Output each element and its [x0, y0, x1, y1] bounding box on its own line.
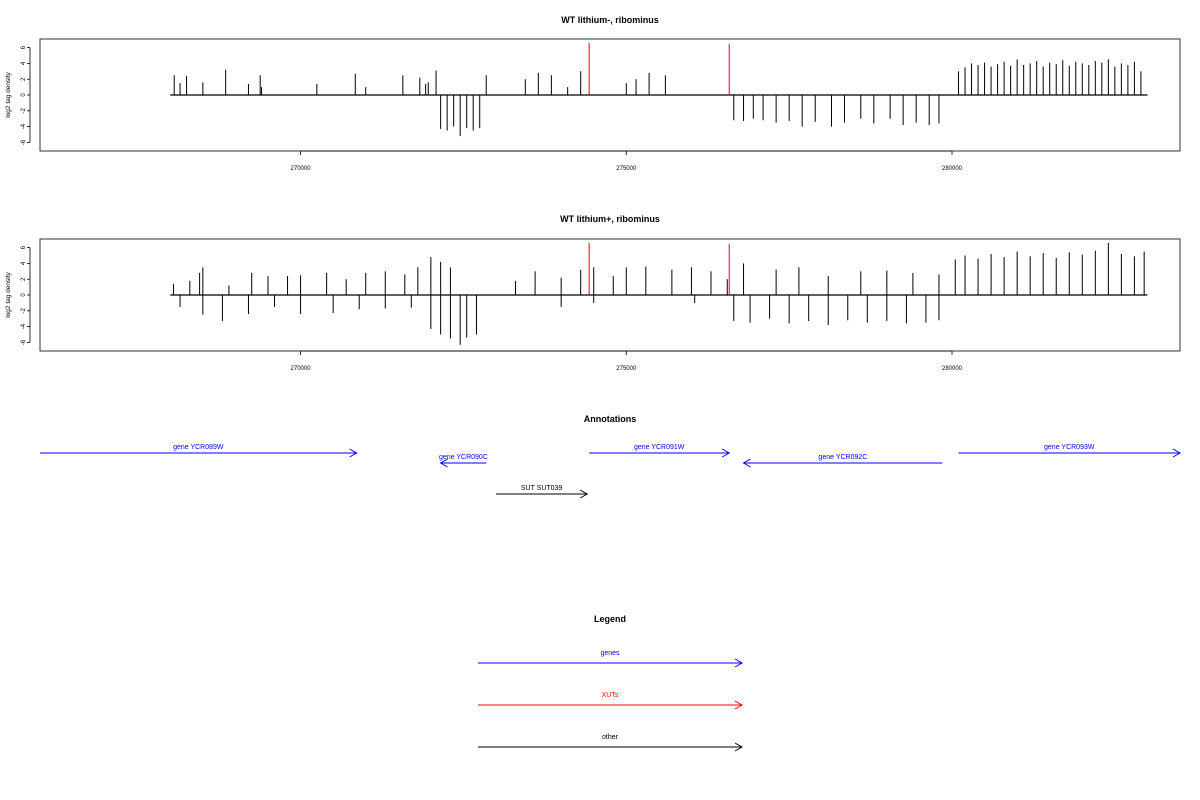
chart-panel-lithium-minus: WT lithium-, ribominus -6 -4 -2 0 2 4 6 270000… — [5, 15, 1181, 172]
arrow-head — [1172, 448, 1182, 458]
y-tick-label: 4 — [21, 61, 27, 65]
feature-arrow: gene YCR091W — [589, 444, 731, 458]
y-tick-label: -4 — [21, 323, 27, 329]
density-bars — [170, 242, 1148, 345]
legend-label: genes — [600, 650, 620, 657]
arrow-head — [742, 458, 751, 468]
feature-label: gene YCR089W — [173, 444, 224, 451]
y-tick-label: 4 — [21, 261, 27, 265]
x-tick-label: 270000 — [291, 166, 312, 172]
y-tick-label: -6 — [21, 139, 27, 145]
legend-label: other — [602, 734, 619, 741]
legend-items: genes XUTs other — [478, 650, 744, 752]
density-bars — [170, 42, 1148, 137]
legend-item: genes — [478, 650, 744, 668]
y-tick-label: -2 — [21, 107, 27, 113]
feature-arrows: gene YCR089W gene YCR090C gene YCR091W gene… — [40, 444, 1182, 499]
feature-label: gene YCR092C — [818, 454, 867, 461]
y-tick-label: -6 — [21, 339, 27, 345]
y-axis: -6 -4 -2 0 2 4 6 — [21, 45, 31, 145]
feature-arrow: gene YCR092C — [742, 454, 943, 468]
chart-title: WT lithium-, ribominus — [561, 15, 659, 25]
x-tick-label: 275000 — [616, 366, 637, 372]
x-axis: 270000 275000 280000 — [291, 350, 963, 372]
x-tick-label: 280000 — [942, 366, 963, 372]
y-tick-label: 0 — [21, 293, 27, 297]
feature-label: gene YCR093W — [1044, 444, 1095, 451]
x-tick-label: 270000 — [291, 366, 312, 372]
arrow-head — [439, 458, 448, 468]
arrow-head — [349, 448, 358, 458]
legend-item: XUTs — [478, 692, 744, 710]
y-tick-label: 6 — [21, 245, 27, 249]
legend-title: Legend — [594, 614, 626, 624]
arrow-head — [721, 448, 731, 458]
feature-label: SUT SUT039 — [521, 485, 563, 492]
y-axis-label: log2 tag density — [5, 271, 12, 317]
legend-item: other — [478, 734, 744, 752]
y-axis-label: log2 tag density — [5, 71, 12, 117]
x-tick-label: 275000 — [616, 166, 637, 172]
chart-panel-lithium-plus: WT lithium+, ribominus -6 -4 -2 0 2 4 6 270000… — [5, 214, 1181, 372]
feature-arrow: gene YCR093W — [958, 444, 1182, 458]
x-axis: 270000 275000 280000 — [291, 150, 963, 172]
feature-label: gene YCR091W — [634, 444, 685, 451]
annotations-title: Annotations — [584, 414, 637, 424]
y-axis: -6 -4 -2 0 2 4 6 — [21, 245, 31, 345]
y-tick-label: -2 — [21, 307, 27, 313]
arrow-head — [579, 489, 589, 499]
feature-arrow: gene YCR090C — [439, 454, 488, 468]
arrow-head — [734, 700, 744, 710]
arrow-head — [734, 742, 744, 752]
feature-arrow: SUT SUT039 — [496, 485, 589, 499]
x-tick-label: 280000 — [942, 166, 963, 172]
legend: Legend genes XUTs other — [478, 614, 744, 752]
y-tick-label: -4 — [21, 123, 27, 129]
legend-label: XUTs — [602, 692, 619, 699]
arrow-head — [734, 658, 744, 668]
feature-arrow: gene YCR089W — [40, 444, 358, 458]
y-tick-label: 2 — [21, 277, 27, 281]
chart-title: WT lithium+, ribominus — [560, 214, 660, 224]
y-tick-label: 6 — [21, 45, 27, 49]
y-tick-label: 0 — [21, 93, 27, 97]
y-tick-label: 2 — [21, 77, 27, 81]
feature-label: gene YCR090C — [439, 454, 488, 461]
